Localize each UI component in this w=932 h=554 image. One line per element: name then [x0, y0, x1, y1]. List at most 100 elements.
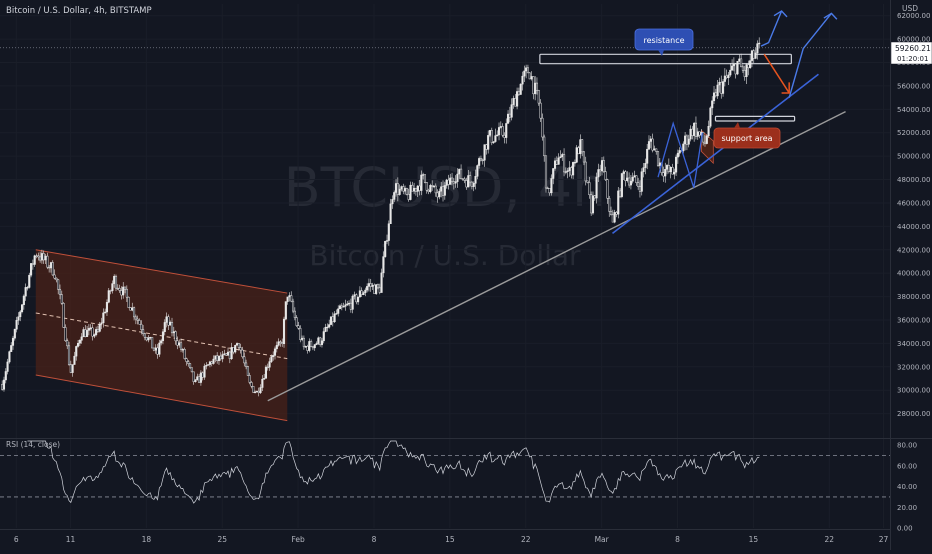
candle[interactable] — [684, 135, 687, 145]
candle[interactable] — [588, 182, 591, 196]
candle[interactable] — [351, 295, 354, 310]
candle[interactable] — [640, 171, 643, 192]
candle[interactable] — [427, 189, 430, 192]
candle[interactable] — [669, 167, 672, 172]
candle[interactable] — [602, 160, 605, 172]
candle[interactable] — [485, 144, 488, 150]
candle[interactable] — [532, 76, 535, 95]
candle[interactable] — [281, 342, 284, 344]
candle[interactable] — [736, 61, 739, 75]
candle[interactable] — [525, 67, 528, 72]
candle[interactable] — [40, 253, 43, 261]
candle[interactable] — [624, 171, 627, 181]
candle[interactable] — [447, 179, 450, 185]
candle[interactable] — [320, 340, 324, 345]
candle[interactable] — [245, 362, 248, 367]
candle[interactable] — [559, 156, 562, 159]
candle[interactable] — [286, 296, 289, 302]
candle[interactable] — [620, 173, 623, 197]
candle[interactable] — [665, 165, 669, 170]
candle[interactable] — [414, 188, 417, 192]
candle[interactable] — [450, 177, 454, 182]
candle[interactable] — [416, 185, 419, 192]
candle[interactable] — [42, 253, 45, 261]
candle[interactable] — [277, 341, 280, 346]
candle[interactable] — [638, 186, 641, 192]
candle[interactable] — [116, 287, 119, 290]
candle[interactable] — [441, 186, 445, 196]
candle[interactable] — [460, 168, 463, 180]
candle[interactable] — [288, 295, 291, 298]
candle[interactable] — [541, 117, 544, 138]
candle[interactable] — [573, 162, 576, 164]
candle[interactable] — [411, 184, 414, 192]
candle[interactable] — [353, 294, 356, 297]
candle[interactable] — [62, 303, 65, 328]
candle[interactable] — [268, 361, 271, 368]
candle[interactable] — [687, 138, 690, 145]
candle[interactable] — [418, 185, 421, 191]
candle[interactable] — [499, 126, 502, 128]
candle[interactable] — [749, 60, 752, 69]
candle[interactable] — [470, 181, 473, 187]
candle[interactable] — [658, 162, 661, 166]
candle[interactable] — [651, 138, 654, 151]
candle[interactable] — [526, 67, 529, 74]
candle[interactable] — [346, 303, 349, 306]
candle[interactable] — [405, 188, 408, 195]
candle[interactable] — [517, 91, 520, 95]
candle[interactable] — [337, 308, 340, 314]
candle[interactable] — [35, 255, 38, 257]
candle[interactable] — [255, 390, 258, 393]
candle[interactable] — [152, 347, 155, 351]
candle[interactable] — [389, 203, 392, 225]
candle[interactable] — [243, 356, 246, 364]
candle[interactable] — [698, 131, 701, 136]
candle[interactable] — [593, 195, 596, 199]
candle[interactable] — [17, 316, 20, 321]
candle[interactable] — [507, 113, 510, 124]
candle[interactable] — [376, 284, 380, 289]
candle[interactable] — [422, 174, 425, 176]
candle[interactable] — [123, 286, 127, 290]
candle[interactable] — [127, 296, 130, 308]
candle[interactable] — [653, 148, 656, 151]
candle[interactable] — [474, 176, 477, 184]
candle[interactable] — [577, 147, 580, 155]
candle[interactable] — [179, 342, 183, 350]
candle[interactable] — [494, 135, 497, 142]
candle[interactable] — [331, 316, 334, 323]
candle[interactable] — [512, 98, 515, 105]
candle[interactable] — [170, 322, 174, 334]
candle[interactable] — [705, 135, 708, 144]
candle[interactable] — [293, 310, 296, 318]
candle[interactable] — [131, 307, 134, 311]
candle[interactable] — [685, 135, 688, 145]
candle[interactable] — [20, 304, 24, 313]
candle[interactable] — [496, 134, 499, 136]
candle[interactable] — [481, 159, 484, 162]
candle[interactable] — [375, 284, 378, 294]
candle[interactable] — [156, 347, 159, 355]
candle[interactable] — [490, 130, 493, 144]
candle[interactable] — [273, 348, 277, 356]
candle[interactable] — [516, 91, 519, 107]
candle[interactable] — [279, 341, 282, 343]
candle[interactable] — [662, 172, 665, 177]
candle[interactable] — [297, 325, 300, 329]
candle[interactable] — [232, 347, 235, 353]
candle[interactable] — [39, 256, 42, 261]
candle[interactable] — [756, 43, 759, 54]
candle[interactable] — [440, 186, 443, 192]
candle[interactable] — [342, 306, 345, 308]
candle[interactable] — [488, 130, 492, 136]
candle[interactable] — [67, 345, 71, 365]
candle[interactable] — [284, 301, 287, 320]
candle[interactable] — [716, 84, 719, 97]
candle[interactable] — [555, 160, 558, 165]
candle[interactable] — [118, 288, 121, 291]
candle[interactable] — [140, 323, 143, 330]
candle[interactable] — [387, 223, 390, 241]
candle[interactable] — [581, 139, 584, 153]
